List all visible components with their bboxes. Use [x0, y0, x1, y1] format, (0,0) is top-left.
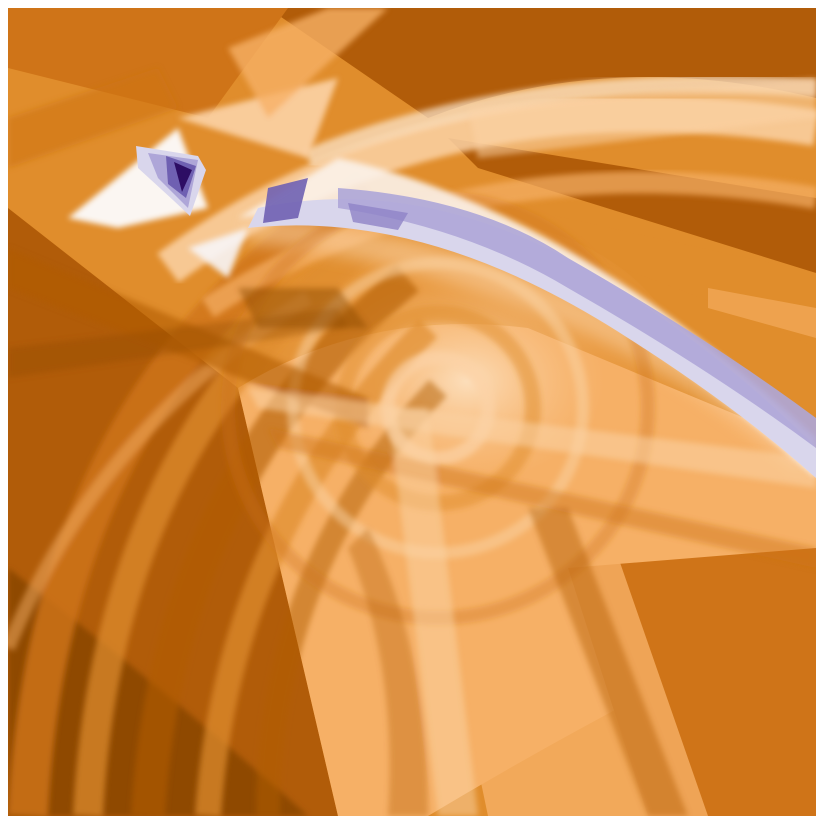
- diagonal-bands: [8, 248, 816, 816]
- top-dark-band: [268, 8, 816, 118]
- top-left-dark-wedge: [8, 8, 288, 118]
- purple-star-shape: [136, 146, 206, 216]
- abstract-artwork-canvas: [8, 8, 816, 816]
- purple-ribbon-accent-2: [348, 203, 408, 230]
- purple-ribbon-accent: [263, 178, 308, 223]
- right-edge-light: [708, 288, 816, 338]
- abstract-artwork: [8, 8, 816, 816]
- top-left-light-streaks: [8, 8, 388, 278]
- right-dark-band: [448, 138, 816, 273]
- right-upper-light-band: [468, 78, 816, 158]
